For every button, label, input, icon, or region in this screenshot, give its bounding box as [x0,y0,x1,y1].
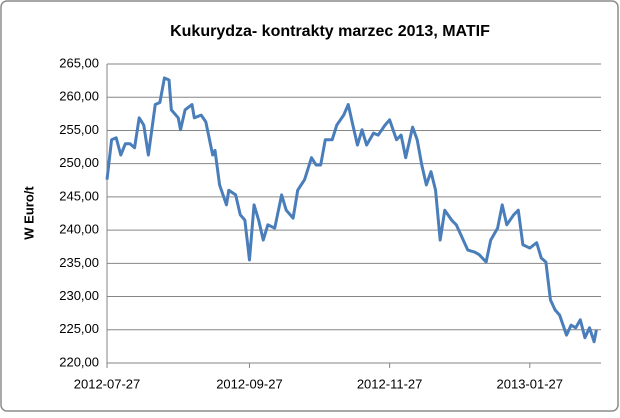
y-tick-label: 250,00 [59,155,99,170]
y-tick-label: 255,00 [59,122,99,137]
x-tick-label: 2012-11-27 [357,376,423,391]
chart-title: Kukurydza- kontrakty marzec 2013, MATIF [170,23,490,40]
y-tick-label: 230,00 [59,288,99,303]
y-tick-label: 235,00 [59,255,99,270]
y-tick-label: 265,00 [59,55,99,70]
y-tick-label: 225,00 [59,321,99,336]
y-tick-label: 220,00 [59,354,99,369]
y-axis-label: W Euro/t [21,186,36,240]
y-tick-label: 245,00 [59,188,99,203]
x-tick-label: 2013-01-27 [497,376,564,391]
y-tick-label: 260,00 [59,89,99,104]
x-tick-label: 2012-09-27 [216,376,283,391]
y-tick-label: 240,00 [59,222,99,237]
x-tick-label: 2012-07-27 [74,376,141,391]
data-line [105,76,598,344]
